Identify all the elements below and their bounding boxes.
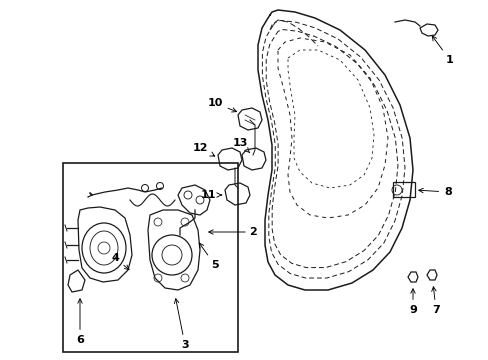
Text: 2: 2 xyxy=(248,227,256,237)
Text: 3: 3 xyxy=(174,299,188,350)
Text: 1: 1 xyxy=(431,36,453,65)
Bar xyxy=(392,182,414,197)
Text: 4: 4 xyxy=(111,253,129,270)
Text: 7: 7 xyxy=(431,287,439,315)
Text: 5: 5 xyxy=(199,243,218,270)
Text: 11: 11 xyxy=(200,190,221,200)
Bar xyxy=(63,163,238,352)
Text: 13: 13 xyxy=(232,138,249,153)
Text: 10: 10 xyxy=(207,98,236,112)
Text: 12: 12 xyxy=(192,143,214,156)
Text: 8: 8 xyxy=(418,187,451,197)
Text: 6: 6 xyxy=(76,299,84,345)
Text: 9: 9 xyxy=(408,289,416,315)
